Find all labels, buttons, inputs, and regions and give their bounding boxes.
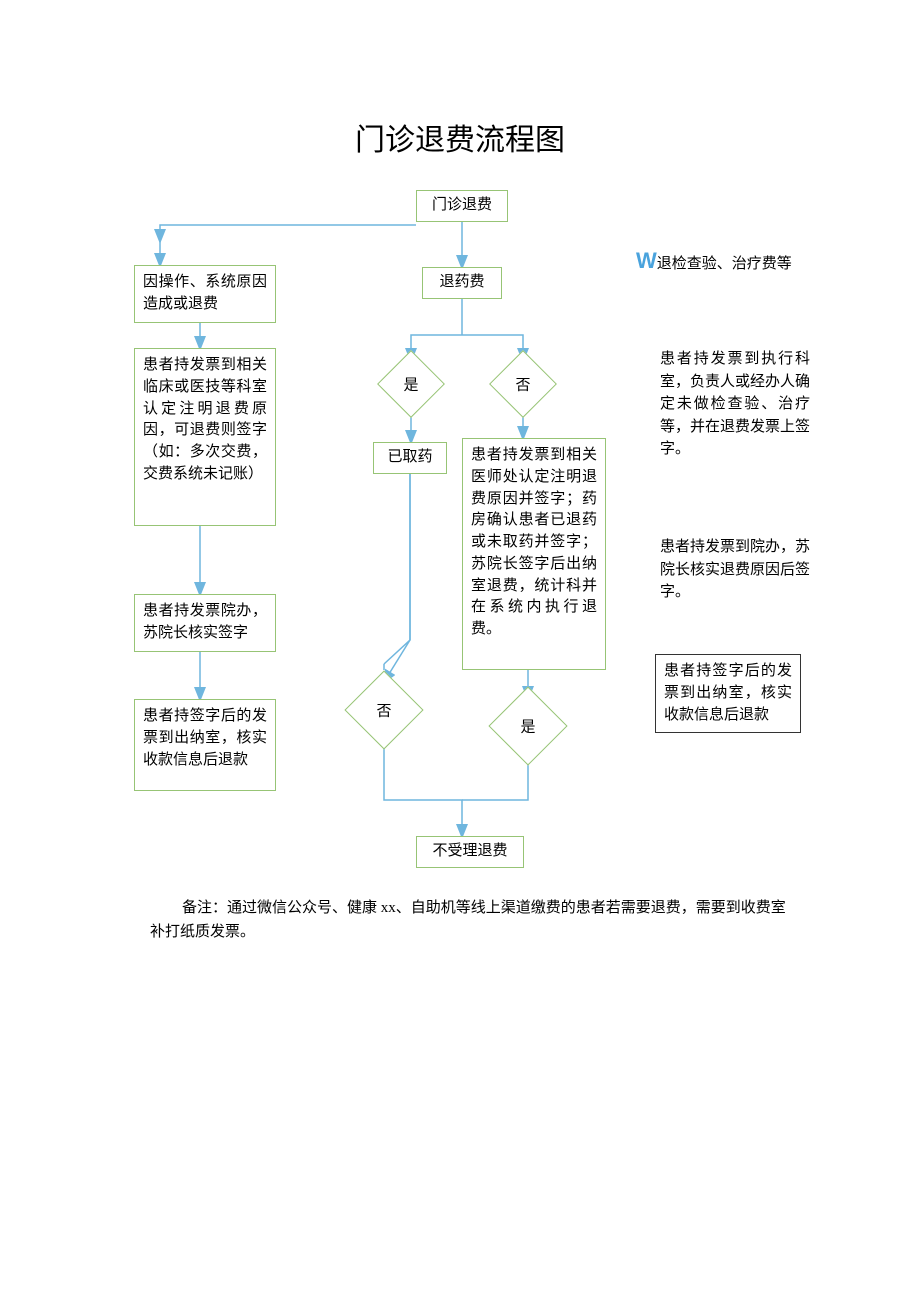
decision-no1: 否 xyxy=(489,350,557,418)
right-branch-header-text: 退检查验、治疗费等 xyxy=(657,256,792,272)
node-mid_top: 退药费 xyxy=(422,267,502,299)
node-top: 门诊退费 xyxy=(416,190,508,222)
edge-1 xyxy=(160,225,416,241)
edge-14 xyxy=(384,738,462,836)
decision-yes1: 是 xyxy=(377,350,445,418)
decision-yes2: 是 xyxy=(488,686,567,765)
edge-15 xyxy=(462,754,528,800)
w-accent-letter: W xyxy=(636,248,657,273)
node-bottom: 不受理退费 xyxy=(416,836,524,868)
footnote: 备注：通过微信公众号、健康 xx、自助机等线上渠道缴费的患者若需要退费，需要到收… xyxy=(150,896,800,944)
decision-no2: 否 xyxy=(344,670,423,749)
page-title: 门诊退费流程图 xyxy=(355,115,565,159)
edge-5 xyxy=(462,335,523,360)
text-r1: 患者持发票到执行科室，负责人或经办人确定未做检查验、治疗等，并在退费发票上签字。 xyxy=(660,348,810,461)
node-left1: 因操作、系统原因造成或退费 xyxy=(134,265,276,323)
right-branch-header: W退检查验、治疗费等 xyxy=(636,244,806,277)
edge-8 xyxy=(384,472,410,664)
node-picked: 已取药 xyxy=(373,442,447,474)
node-left3: 患者持发票院办，苏院长核实签字 xyxy=(134,594,276,652)
node-mid_big: 患者持发票到相关医师处认定注明退费原因并签字；药房确认患者已退药或未取药并签字；… xyxy=(462,438,606,670)
node-right_box: 患者持签字后的发票到出纳室，核实收款信息后退款 xyxy=(655,654,801,733)
edge-4 xyxy=(411,335,462,360)
node-left2: 患者持发票到相关临床或医技等科室认定注明退费原因，可退费则签字（如：多次交费，交… xyxy=(134,348,276,526)
node-left4: 患者持签字后的发票到出纳室，核实收款信息后退款 xyxy=(134,699,276,791)
text-r2: 患者持发票到院办，苏院长核实退费原因后签字。 xyxy=(660,536,810,604)
